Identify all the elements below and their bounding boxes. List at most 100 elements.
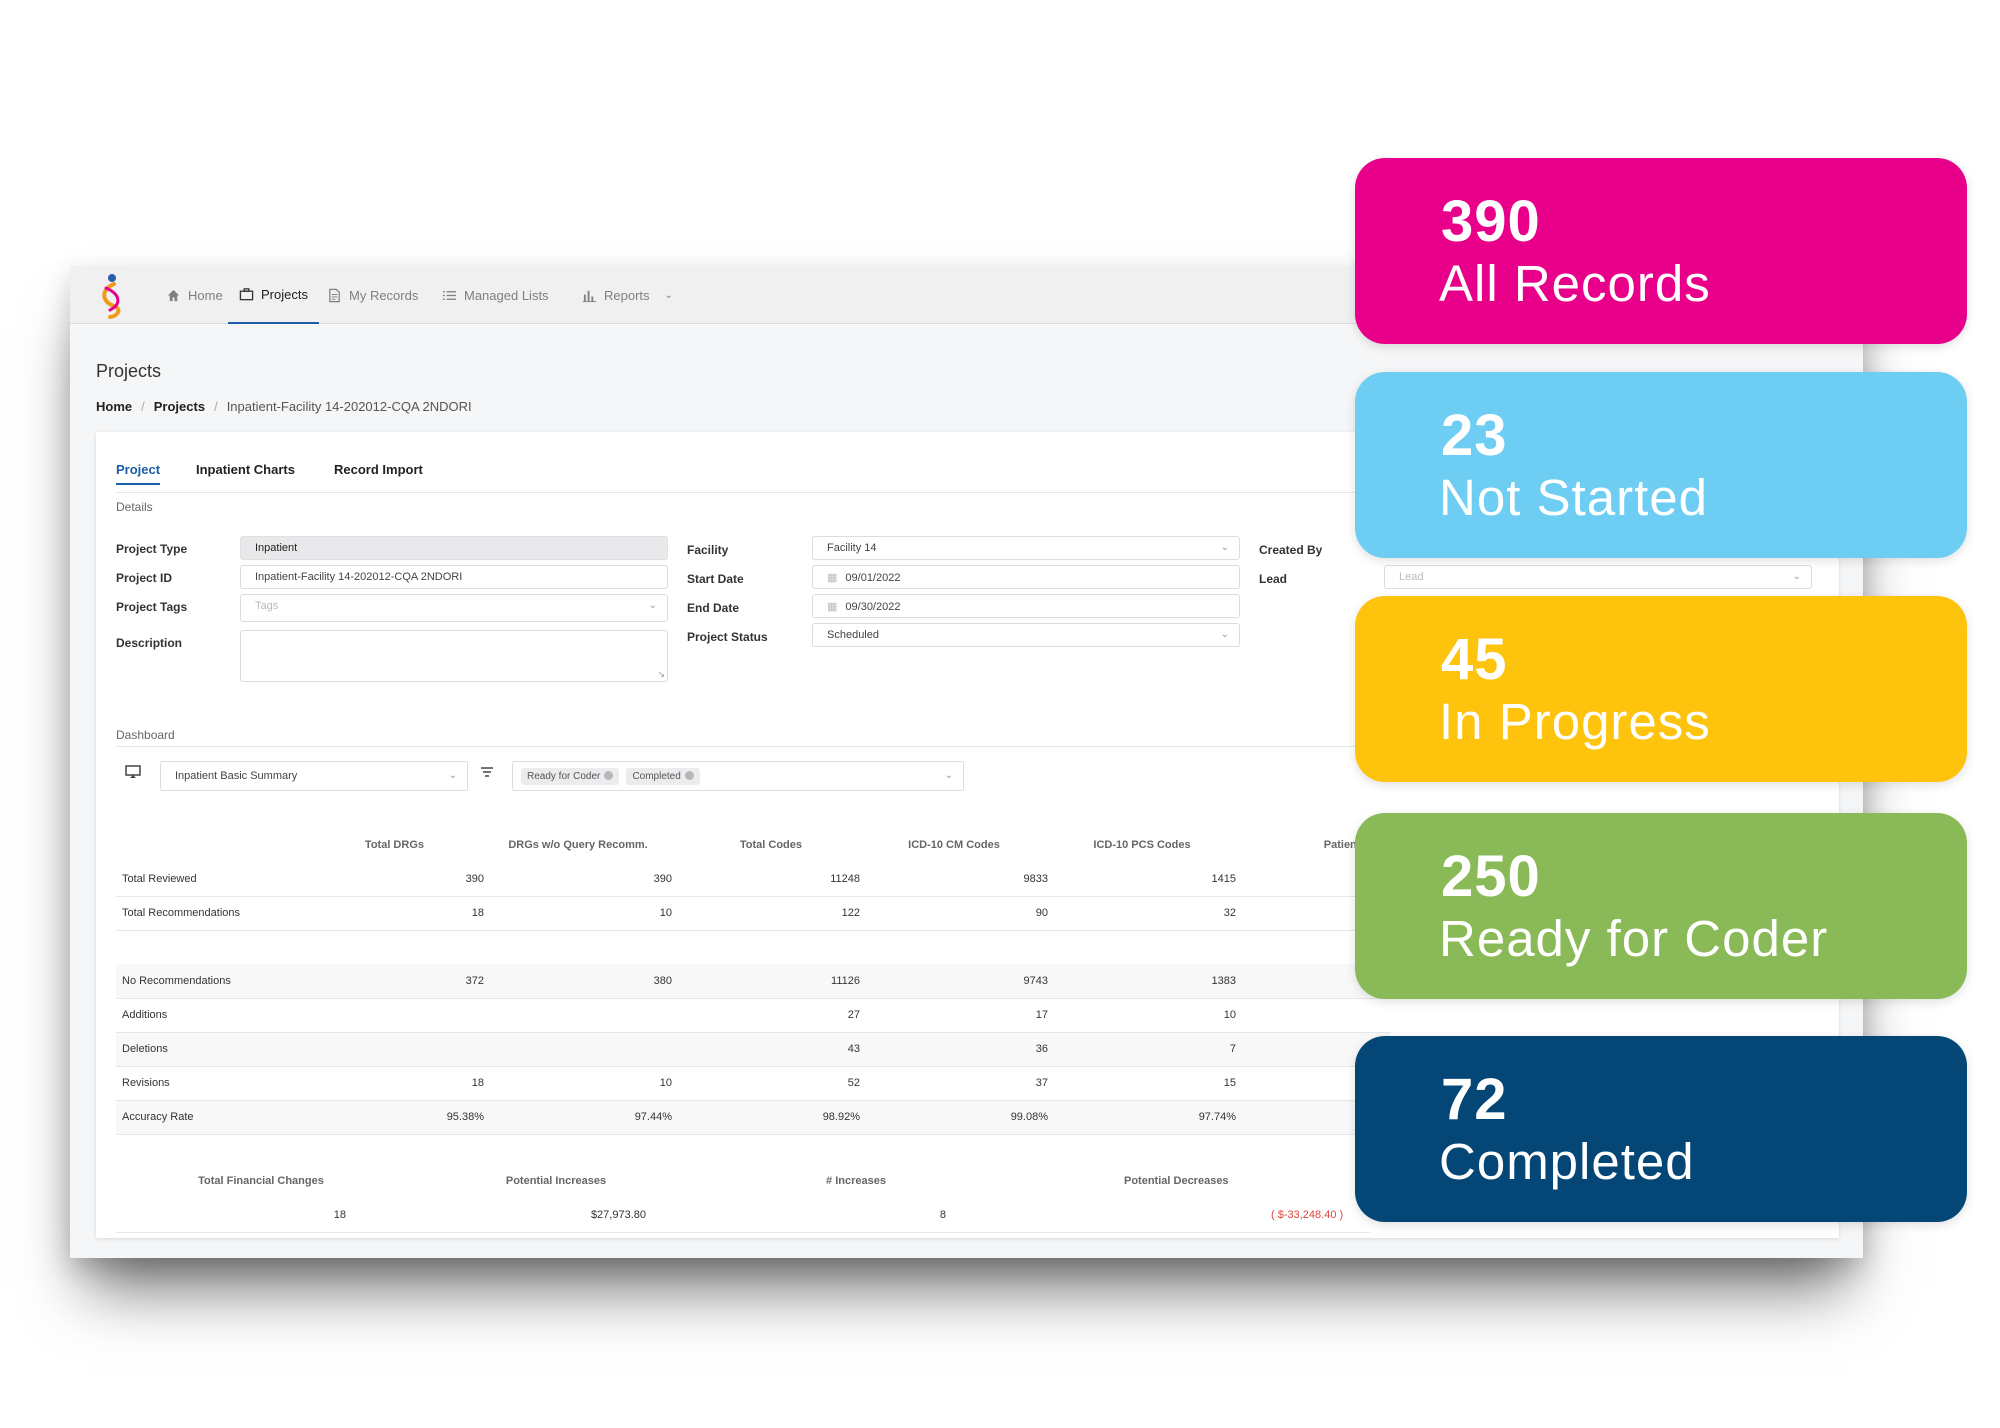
financial-table: Total Financial Changes Potential Increa… [116, 1164, 1371, 1233]
lead-select[interactable]: Lead ⌄ [1384, 565, 1812, 589]
table-row: 18 $27,973.80 8 ( $-33,248.40 ) [116, 1198, 1371, 1233]
project-type-label: Project Type [116, 542, 188, 556]
table-row: Deletions 43 36 7 [116, 1032, 1391, 1067]
description-textarea[interactable]: ↘ [240, 630, 668, 682]
tab-project[interactable]: Project [116, 462, 161, 485]
monitor-icon[interactable] [125, 765, 141, 784]
nav-reports-label: Reports [604, 287, 650, 303]
table-row: Accuracy Rate 95.38% 97.44% 98.92% 99.08% 97.… [116, 1100, 1391, 1135]
column-header [116, 828, 276, 862]
column-header: ICD-10 PCS Codes [1093, 839, 1191, 851]
chevron-down-icon: ⌄ [944, 770, 953, 781]
facility-select[interactable]: Facility 14 ⌄ [812, 536, 1240, 560]
column-header: ICD-10 CM Codes [908, 839, 1000, 851]
column-header: Potential Increases [505, 1175, 607, 1187]
created-by-label: Created By [1259, 543, 1323, 557]
breadcrumb-separator: / [141, 399, 145, 414]
home-icon [167, 289, 180, 301]
lead-label: Lead [1259, 572, 1288, 586]
nav-my-records[interactable]: My Records [316, 266, 429, 324]
column-header: DRGs w/o Query Recomm. [508, 839, 648, 851]
nav-projects-label: Projects [261, 286, 308, 302]
status-card-in-progress[interactable]: 45 In Progress [1355, 596, 1967, 782]
column-header: # Increases [826, 1175, 886, 1187]
nav-managed-lists[interactable]: Managed Lists [431, 266, 560, 324]
card-count: 72 [1441, 1067, 1508, 1132]
column-header: Total Codes [739, 839, 802, 851]
column-header: Total DRGs [364, 839, 424, 851]
breadcrumb-separator: / [214, 399, 218, 414]
end-date-field[interactable]: ▦ 09/30/2022 [812, 594, 1240, 618]
chevron-down-icon: ⌄ [1220, 542, 1229, 553]
chevron-down-icon: ⌄ [1792, 571, 1801, 582]
calendar-icon: ▦ [827, 601, 838, 613]
card-count: 23 [1441, 403, 1508, 468]
summary-table: Total DRGs DRGs w/o Query Recomm. Total … [116, 828, 1391, 1135]
filter-icon[interactable] [480, 765, 494, 783]
filter-chip[interactable]: Ready for Coder [521, 768, 620, 785]
document-icon [329, 288, 340, 302]
end-date-label: End Date [687, 601, 740, 615]
project-id-label: Project ID [116, 571, 173, 585]
status-card-completed[interactable]: 72 Completed [1355, 1036, 1967, 1222]
table-row: Revisions 18 10 52 37 15 [116, 1066, 1391, 1101]
column-header: Potential Decreases [1124, 1175, 1229, 1187]
card-count: 45 [1441, 627, 1508, 692]
card-label: Completed [1439, 1133, 1695, 1190]
start-date-field[interactable]: ▦ 09/01/2022 [812, 565, 1240, 589]
filter-chip[interactable]: Completed [626, 768, 700, 785]
tab-record-import[interactable]: Record Import [334, 462, 423, 477]
breadcrumb-home[interactable]: Home [96, 399, 133, 414]
resize-grip-icon: ↘ [657, 669, 665, 679]
chevron-down-icon: ⌄ [664, 289, 673, 301]
summary-select[interactable]: Inpatient Basic Summary ⌄ [160, 761, 468, 791]
table-row: Additions 27 17 10 [116, 998, 1391, 1033]
nav-home[interactable]: Home [155, 266, 234, 324]
table-row: No Recommendations 372 380 11126 9743 1383 [116, 964, 1391, 999]
nav-home-label: Home [188, 287, 223, 303]
status-filter-select[interactable]: Ready for Coder Completed ⌄ [512, 761, 964, 791]
card-label: In Progress [1439, 693, 1711, 750]
dashboard-divider [116, 746, 1819, 747]
details-section-label: Details [116, 500, 153, 514]
breadcrumb: Home / Projects / Inpatient-Facility 14-… [96, 399, 472, 414]
card-count: 390 [1441, 189, 1541, 254]
dashboard-section-label: Dashboard [116, 728, 175, 742]
project-id-field[interactable]: Inpatient-Facility 14-202012-CQA 2NDORI [240, 565, 668, 589]
card-label: All Records [1439, 255, 1711, 312]
project-tags-select[interactable]: Tags ⌄ [240, 594, 668, 622]
project-status-select[interactable]: Scheduled ⌄ [812, 623, 1240, 647]
chevron-down-icon: ⌄ [448, 770, 457, 781]
project-tags-label: Project Tags [116, 600, 188, 614]
nav-my-records-label: My Records [349, 287, 419, 303]
nav-managed-lists-label: Managed Lists [464, 287, 549, 303]
calendar-icon: ▦ [827, 572, 838, 584]
list-icon [442, 290, 457, 300]
project-type-field: Inpatient [240, 536, 668, 560]
project-status-label: Project Status [687, 630, 768, 644]
breadcrumb-projects[interactable]: Projects [153, 399, 206, 414]
start-date-label: Start Date [687, 572, 744, 586]
status-card-not-started[interactable]: 23 Not Started [1355, 372, 1967, 558]
bar-chart-icon [582, 290, 597, 302]
nav-reports[interactable]: Reports ⌄ [571, 266, 684, 324]
app-logo [102, 274, 121, 319]
chevron-down-icon: ⌄ [1220, 629, 1229, 640]
chevron-down-icon: ⌄ [648, 600, 657, 611]
spacer-row [116, 930, 1391, 964]
breadcrumb-current: Inpatient-Facility 14-202012-CQA 2NDORI [226, 399, 472, 414]
description-label: Description [116, 636, 183, 650]
card-label: Ready for Coder [1439, 910, 1829, 967]
remove-chip-icon [604, 771, 614, 780]
table-row: Total Recommendations 18 10 122 90 32 [116, 896, 1391, 931]
table-row: Total Reviewed 390 390 11248 9833 1415 [116, 862, 1391, 897]
status-card-all-records[interactable]: 390 All Records [1355, 158, 1967, 344]
nav-projects[interactable]: Projects [228, 266, 319, 324]
tab-inpatient-charts[interactable]: Inpatient Charts [196, 462, 295, 477]
tab-divider [116, 492, 1819, 493]
card-count: 250 [1441, 844, 1541, 909]
card-label: Not Started [1439, 469, 1708, 526]
facility-label: Facility [687, 543, 729, 557]
status-card-ready-for-coder[interactable]: 250 Ready for Coder [1355, 813, 1967, 999]
briefcase-icon [239, 287, 254, 300]
